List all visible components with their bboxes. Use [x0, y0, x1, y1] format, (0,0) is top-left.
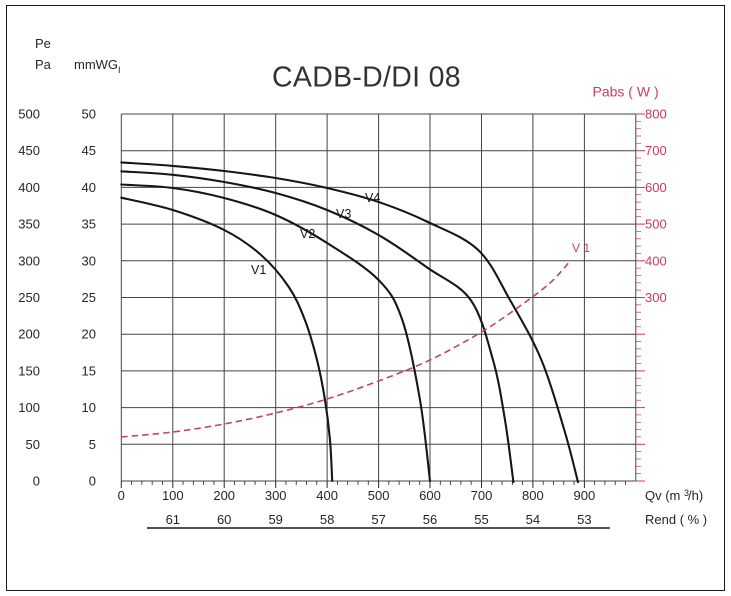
svg-text:CADB-D/DI 08: CADB-D/DI 08 [272, 62, 461, 94]
svg-text:5: 5 [89, 437, 96, 452]
svg-text:V 1: V 1 [572, 241, 590, 255]
svg-text:800: 800 [645, 107, 667, 122]
svg-text:20: 20 [82, 327, 96, 342]
svg-text:V2: V2 [300, 227, 315, 241]
svg-text:500: 500 [368, 488, 390, 503]
svg-text:800: 800 [522, 488, 544, 503]
svg-text:45: 45 [82, 143, 96, 158]
svg-text:200: 200 [18, 327, 40, 342]
svg-text:60: 60 [217, 512, 231, 527]
svg-text:I: I [118, 65, 121, 75]
svg-text:V4: V4 [365, 191, 380, 205]
svg-text:250: 250 [18, 290, 40, 305]
svg-text:600: 600 [419, 488, 441, 503]
svg-text:50: 50 [26, 437, 40, 452]
svg-text:V3: V3 [336, 207, 351, 221]
svg-text:150: 150 [18, 363, 40, 378]
svg-text:50: 50 [82, 107, 96, 122]
svg-text:0: 0 [89, 474, 96, 489]
svg-text:900: 900 [574, 488, 596, 503]
svg-text:59: 59 [268, 512, 282, 527]
svg-text:Qv (m: Qv (m [645, 488, 680, 503]
svg-text:10: 10 [82, 400, 96, 415]
svg-text:500: 500 [18, 107, 40, 122]
svg-text:100: 100 [162, 488, 184, 503]
svg-text:300: 300 [265, 488, 287, 503]
svg-text:40: 40 [82, 180, 96, 195]
svg-text:/h): /h) [688, 488, 703, 503]
svg-text:Pabs ( W ): Pabs ( W ) [593, 84, 659, 100]
svg-text:100: 100 [18, 400, 40, 415]
svg-text:350: 350 [18, 217, 40, 232]
svg-text:15: 15 [82, 363, 96, 378]
svg-text:35: 35 [82, 217, 96, 232]
svg-text:V1: V1 [251, 263, 266, 277]
svg-text:61: 61 [166, 512, 180, 527]
svg-text:56: 56 [423, 512, 437, 527]
svg-text:700: 700 [471, 488, 493, 503]
svg-text:300: 300 [18, 253, 40, 268]
svg-text:400: 400 [645, 253, 667, 268]
svg-text:700: 700 [645, 143, 667, 158]
svg-text:53: 53 [577, 512, 591, 527]
svg-text:55: 55 [474, 512, 488, 527]
svg-text:Pa: Pa [35, 57, 52, 72]
svg-text:600: 600 [645, 180, 667, 195]
svg-text:400: 400 [18, 180, 40, 195]
svg-text:0: 0 [33, 474, 40, 489]
svg-text:Pe: Pe [35, 36, 51, 51]
svg-text:25: 25 [82, 290, 96, 305]
svg-text:0: 0 [118, 488, 125, 503]
svg-text:Rend ( % ): Rend ( % ) [645, 512, 707, 527]
svg-text:300: 300 [645, 290, 667, 305]
svg-text:mmWG: mmWG [74, 57, 118, 72]
svg-text:57: 57 [371, 512, 385, 527]
svg-text:200: 200 [213, 488, 235, 503]
svg-text:500: 500 [645, 217, 667, 232]
svg-text:400: 400 [316, 488, 338, 503]
svg-text:58: 58 [320, 512, 334, 527]
svg-text:54: 54 [526, 512, 540, 527]
svg-text:30: 30 [82, 253, 96, 268]
svg-text:450: 450 [18, 143, 40, 158]
